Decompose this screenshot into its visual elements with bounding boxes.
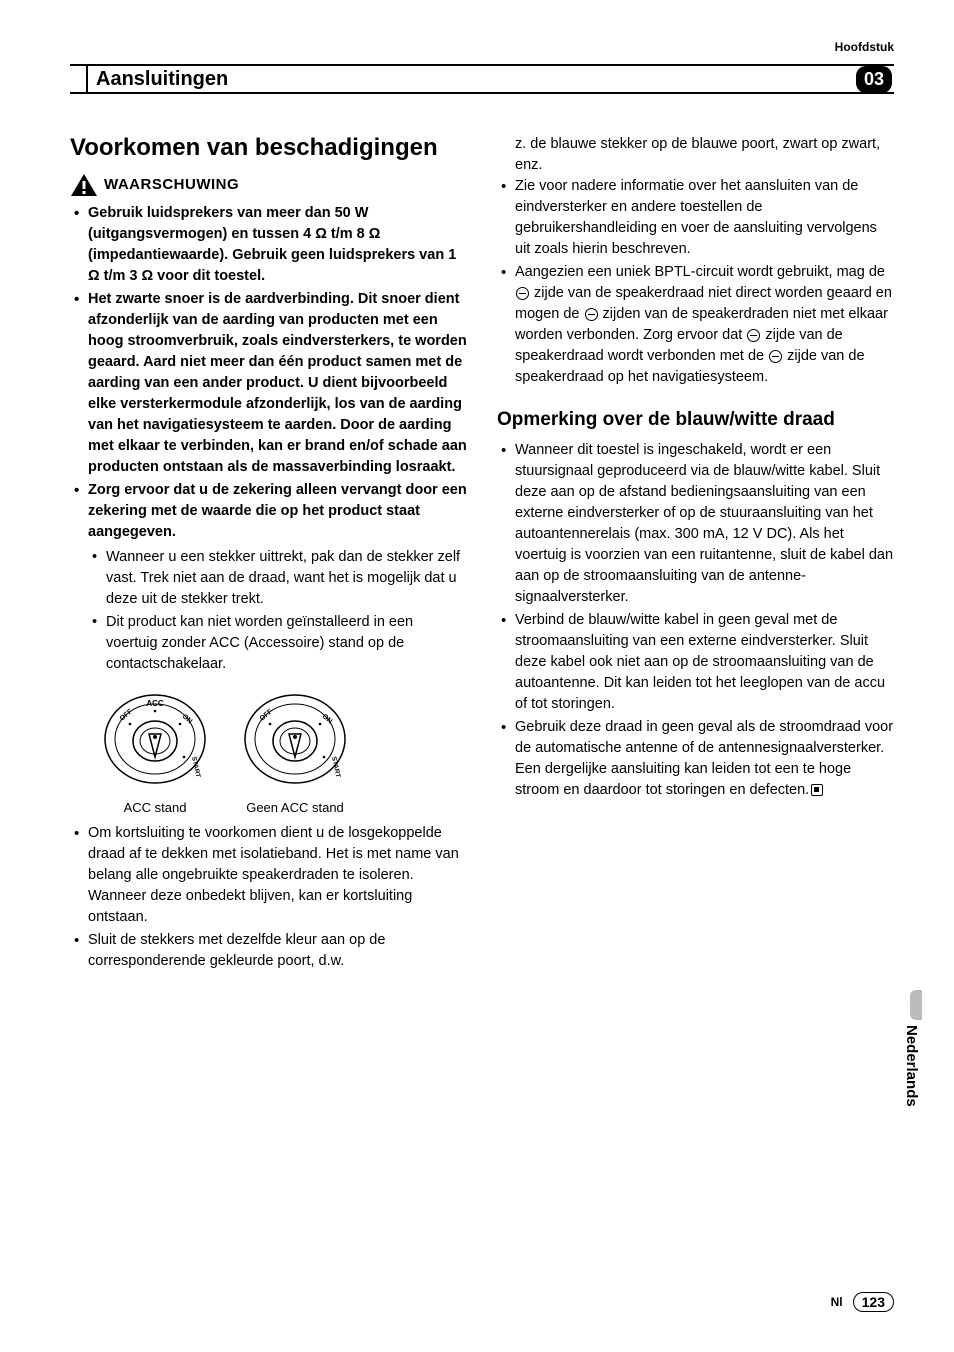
minus-icon	[516, 287, 529, 300]
content-columns: Voorkomen van beschadigingen WAARSCHUWIN…	[70, 134, 894, 974]
warning-icon	[70, 173, 98, 197]
left-bullet-list-2: Om kortsluiting te voorkomen dient u de …	[70, 823, 467, 972]
diagram-acc: ACC OFF ON START ACC stand	[100, 689, 210, 815]
footer-lang-code: Nl	[831, 1295, 843, 1309]
section-number-badge: 03	[856, 66, 892, 93]
bullet-item: Aangezien een uniek BPTL-circuit wordt g…	[497, 262, 894, 388]
ignition-acc-icon: ACC OFF ON START	[100, 689, 210, 789]
right-column: z. de blauwe stekker op de blauwe poort,…	[497, 134, 894, 974]
subheading: Opmerking over de blauw/witte draad	[497, 408, 894, 432]
warning-line: WAARSCHUWING	[70, 173, 467, 197]
bullet-item: Het zwarte snoer is de aardverbinding. D…	[70, 289, 467, 478]
bullet-item: Zie voor nadere informatie over het aans…	[497, 176, 894, 260]
bullet-item: Wanneer dit toestel is ingeschakeld, wor…	[497, 440, 894, 608]
ignition-no-acc-icon: OFF ON START	[240, 689, 350, 789]
bullet-item: Sluit de stekkers met dezelfde kleur aan…	[70, 930, 467, 972]
bullet-item: Om kortsluiting te voorkomen dient u de …	[70, 823, 467, 928]
sub-bullet-item: Wanneer u een stekker uittrekt, pak dan …	[88, 547, 467, 610]
warning-label: WAARSCHUWING	[104, 176, 239, 193]
bullet-item: Verbind de blauw/witte kabel in geen gev…	[497, 610, 894, 715]
bullet-item: Gebruik luidsprekers van meer dan 50 W (…	[70, 203, 467, 287]
diagram-no-acc: OFF ON START Geen ACC stand	[240, 689, 350, 815]
minus-icon	[769, 350, 782, 363]
page-number-badge: 123	[853, 1292, 894, 1312]
minus-icon	[747, 329, 760, 342]
bullet-item: Zorg ervoor dat u de zekering alleen ver…	[70, 480, 467, 675]
diagram-row: ACC OFF ON START ACC stand	[100, 689, 467, 815]
header-left-cap	[70, 64, 88, 94]
sub-bullet-list: Wanneer u een stekker uittrekt, pak dan …	[88, 547, 467, 675]
diagram-caption: Geen ACC stand	[240, 800, 350, 815]
bullet-item: Gebruik deze draad in geen geval als de …	[497, 717, 894, 801]
right-bullet-list: Zie voor nadere informatie over het aans…	[497, 176, 894, 388]
bullet-text: Gebruik deze draad in geen geval als de …	[515, 719, 893, 798]
side-notch	[910, 990, 922, 1020]
left-column: Voorkomen van beschadigingen WAARSCHUWIN…	[70, 134, 467, 974]
bullet-text: Zorg ervoor dat u de zekering alleen ver…	[88, 482, 467, 540]
diagram-caption: ACC stand	[100, 800, 210, 815]
language-side-tab: Nederlands	[903, 1025, 920, 1107]
svg-text:ACC: ACC	[146, 699, 164, 708]
section-header: Aansluitingen 03	[70, 64, 894, 94]
minus-icon	[585, 308, 598, 321]
right-bullet-list-2: Wanneer dit toestel is ingeschakeld, wor…	[497, 440, 894, 801]
end-mark-icon	[811, 784, 823, 796]
section-title: Aansluitingen	[88, 68, 856, 91]
continuation-text: z. de blauwe stekker op de blauwe poort,…	[497, 134, 894, 176]
sub-bullet-item: Dit product kan niet worden geïnstalleer…	[88, 612, 467, 675]
footer: Nl 123	[831, 1292, 894, 1312]
left-bullet-list: Gebruik luidsprekers van meer dan 50 W (…	[70, 203, 467, 675]
page-heading: Voorkomen van beschadigingen	[70, 134, 467, 163]
chapter-label: Hoofdstuk	[70, 40, 894, 54]
text-fragment: Aangezien een uniek BPTL-circuit wordt g…	[515, 264, 885, 280]
